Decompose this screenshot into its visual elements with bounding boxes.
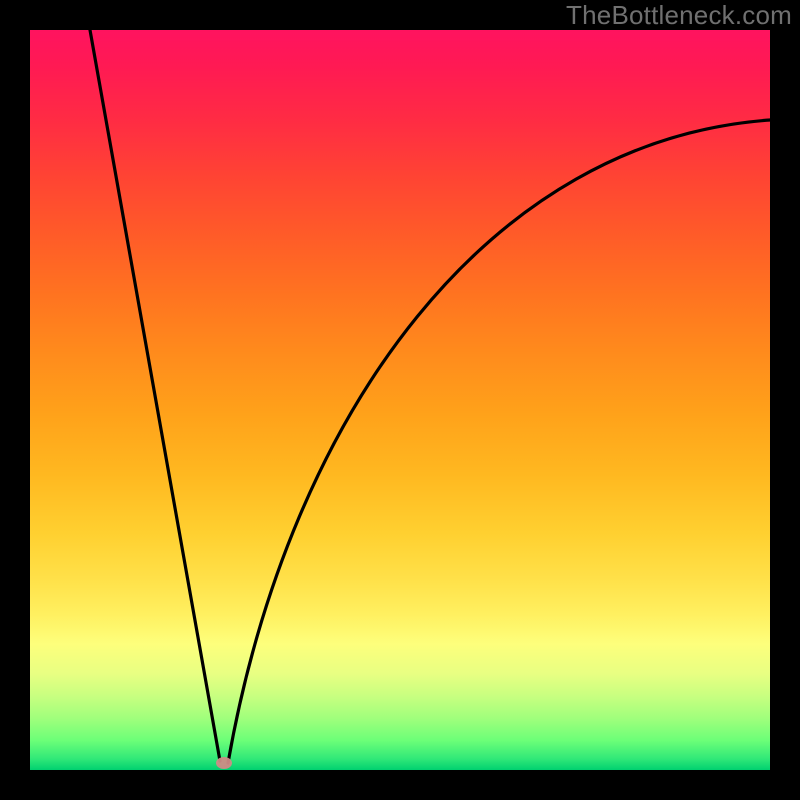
chart-container: TheBottleneck.com <box>0 0 800 800</box>
watermark-text: TheBottleneck.com <box>566 0 792 31</box>
curve-path <box>90 30 770 763</box>
minimum-marker <box>216 757 232 769</box>
plot-area <box>30 30 770 770</box>
bottleneck-curve <box>30 30 770 770</box>
